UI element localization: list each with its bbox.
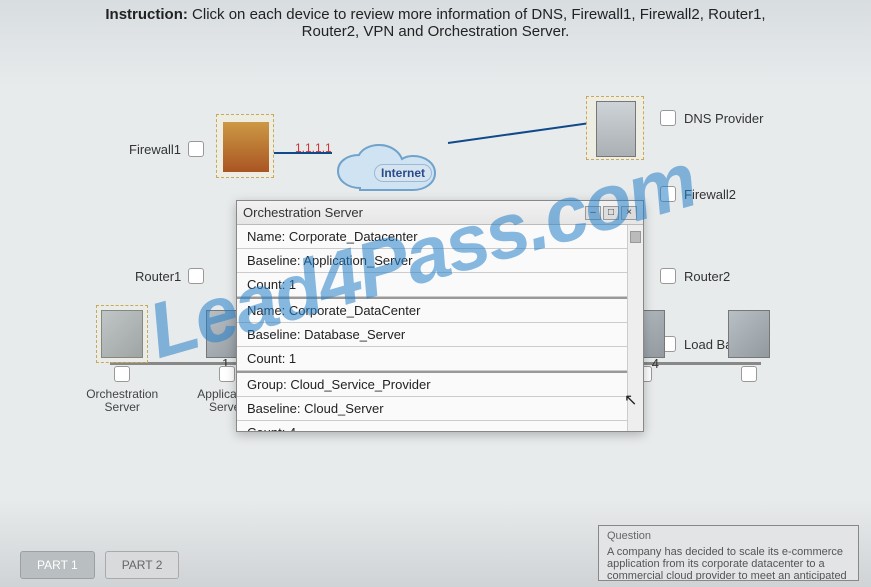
- server-icon: [101, 310, 143, 358]
- popup-row: Group: Cloud_Service_Provider: [237, 371, 627, 397]
- part2-button[interactable]: PART 2: [105, 551, 180, 579]
- popup-row: Count: 4: [237, 421, 627, 431]
- question-body: A company has decided to scale its e-com…: [607, 546, 850, 581]
- label-internet: Internet: [374, 164, 432, 182]
- minimize-icon[interactable]: –: [585, 206, 601, 220]
- popup-body: Name: Corporate_Datacenter Baseline: App…: [237, 225, 643, 431]
- instruction-prefix: Instruction:: [105, 6, 192, 23]
- instruction-body: Click on each device to review more info…: [192, 6, 766, 40]
- server-icon: [728, 310, 770, 358]
- checkbox-router1[interactable]: [188, 268, 204, 284]
- scrollbar-thumb[interactable]: [630, 231, 641, 243]
- instruction-text: Instruction: Click on each device to rev…: [0, 0, 871, 44]
- label-router2: Router2: [684, 269, 730, 284]
- popup-row: Name: Corporate_DataCenter: [237, 297, 627, 323]
- checkbox-dns[interactable]: [660, 110, 676, 126]
- network-diagram: Firewall1 1.1.1.1 Internet DNS Provider …: [0, 44, 871, 474]
- popup-title: Orchestration Server: [243, 205, 363, 220]
- server-checkbox[interactable]: [114, 366, 130, 382]
- question-panel: Question A company has decided to scale …: [598, 525, 859, 581]
- server-cluster-node[interactable]: [704, 310, 794, 414]
- popup-row: Baseline: Cloud_Server: [237, 397, 627, 421]
- cursor-icon: ↖: [624, 390, 637, 410]
- checkbox-router2[interactable]: [660, 268, 676, 284]
- popup-row: Count: 1: [237, 273, 627, 297]
- server-checkbox[interactable]: [219, 366, 235, 382]
- maximize-icon[interactable]: □: [603, 206, 619, 220]
- server-icon: [596, 101, 636, 157]
- link-line: [448, 123, 587, 144]
- part-buttons: PART 1 PART 2: [20, 551, 179, 579]
- checkbox-firewall1[interactable]: [188, 141, 204, 157]
- part1-button[interactable]: PART 1: [20, 551, 95, 579]
- popup-row: Count: 1: [237, 347, 627, 371]
- label-router1: Router1: [135, 269, 181, 284]
- label-firewall1: Firewall1: [129, 142, 181, 157]
- label-dns: DNS Provider: [684, 111, 763, 126]
- server-orchestration[interactable]: Orchestration Server: [77, 310, 167, 414]
- popup-row: Name: Corporate_Datacenter: [237, 225, 627, 249]
- server-caption: Orchestration Server: [77, 388, 167, 414]
- firewall-icon: [223, 122, 269, 172]
- question-title: Question: [607, 530, 850, 542]
- device-firewall1[interactable]: [216, 114, 274, 178]
- popup-row: Baseline: Database_Server: [237, 323, 627, 347]
- popup-orchestration-server: Orchestration Server – □ × Name: Corpora…: [236, 200, 644, 432]
- popup-titlebar[interactable]: Orchestration Server – □ ×: [237, 201, 643, 225]
- label-firewall2: Firewall2: [684, 187, 736, 202]
- checkbox-firewall2[interactable]: [660, 186, 676, 202]
- popup-row: Baseline: Application_Server: [237, 249, 627, 273]
- popup-table: Name: Corporate_Datacenter Baseline: App…: [237, 225, 627, 431]
- device-dns[interactable]: [586, 96, 644, 160]
- server-checkbox[interactable]: [741, 366, 757, 382]
- link-line: [274, 152, 332, 154]
- close-icon[interactable]: ×: [621, 206, 637, 220]
